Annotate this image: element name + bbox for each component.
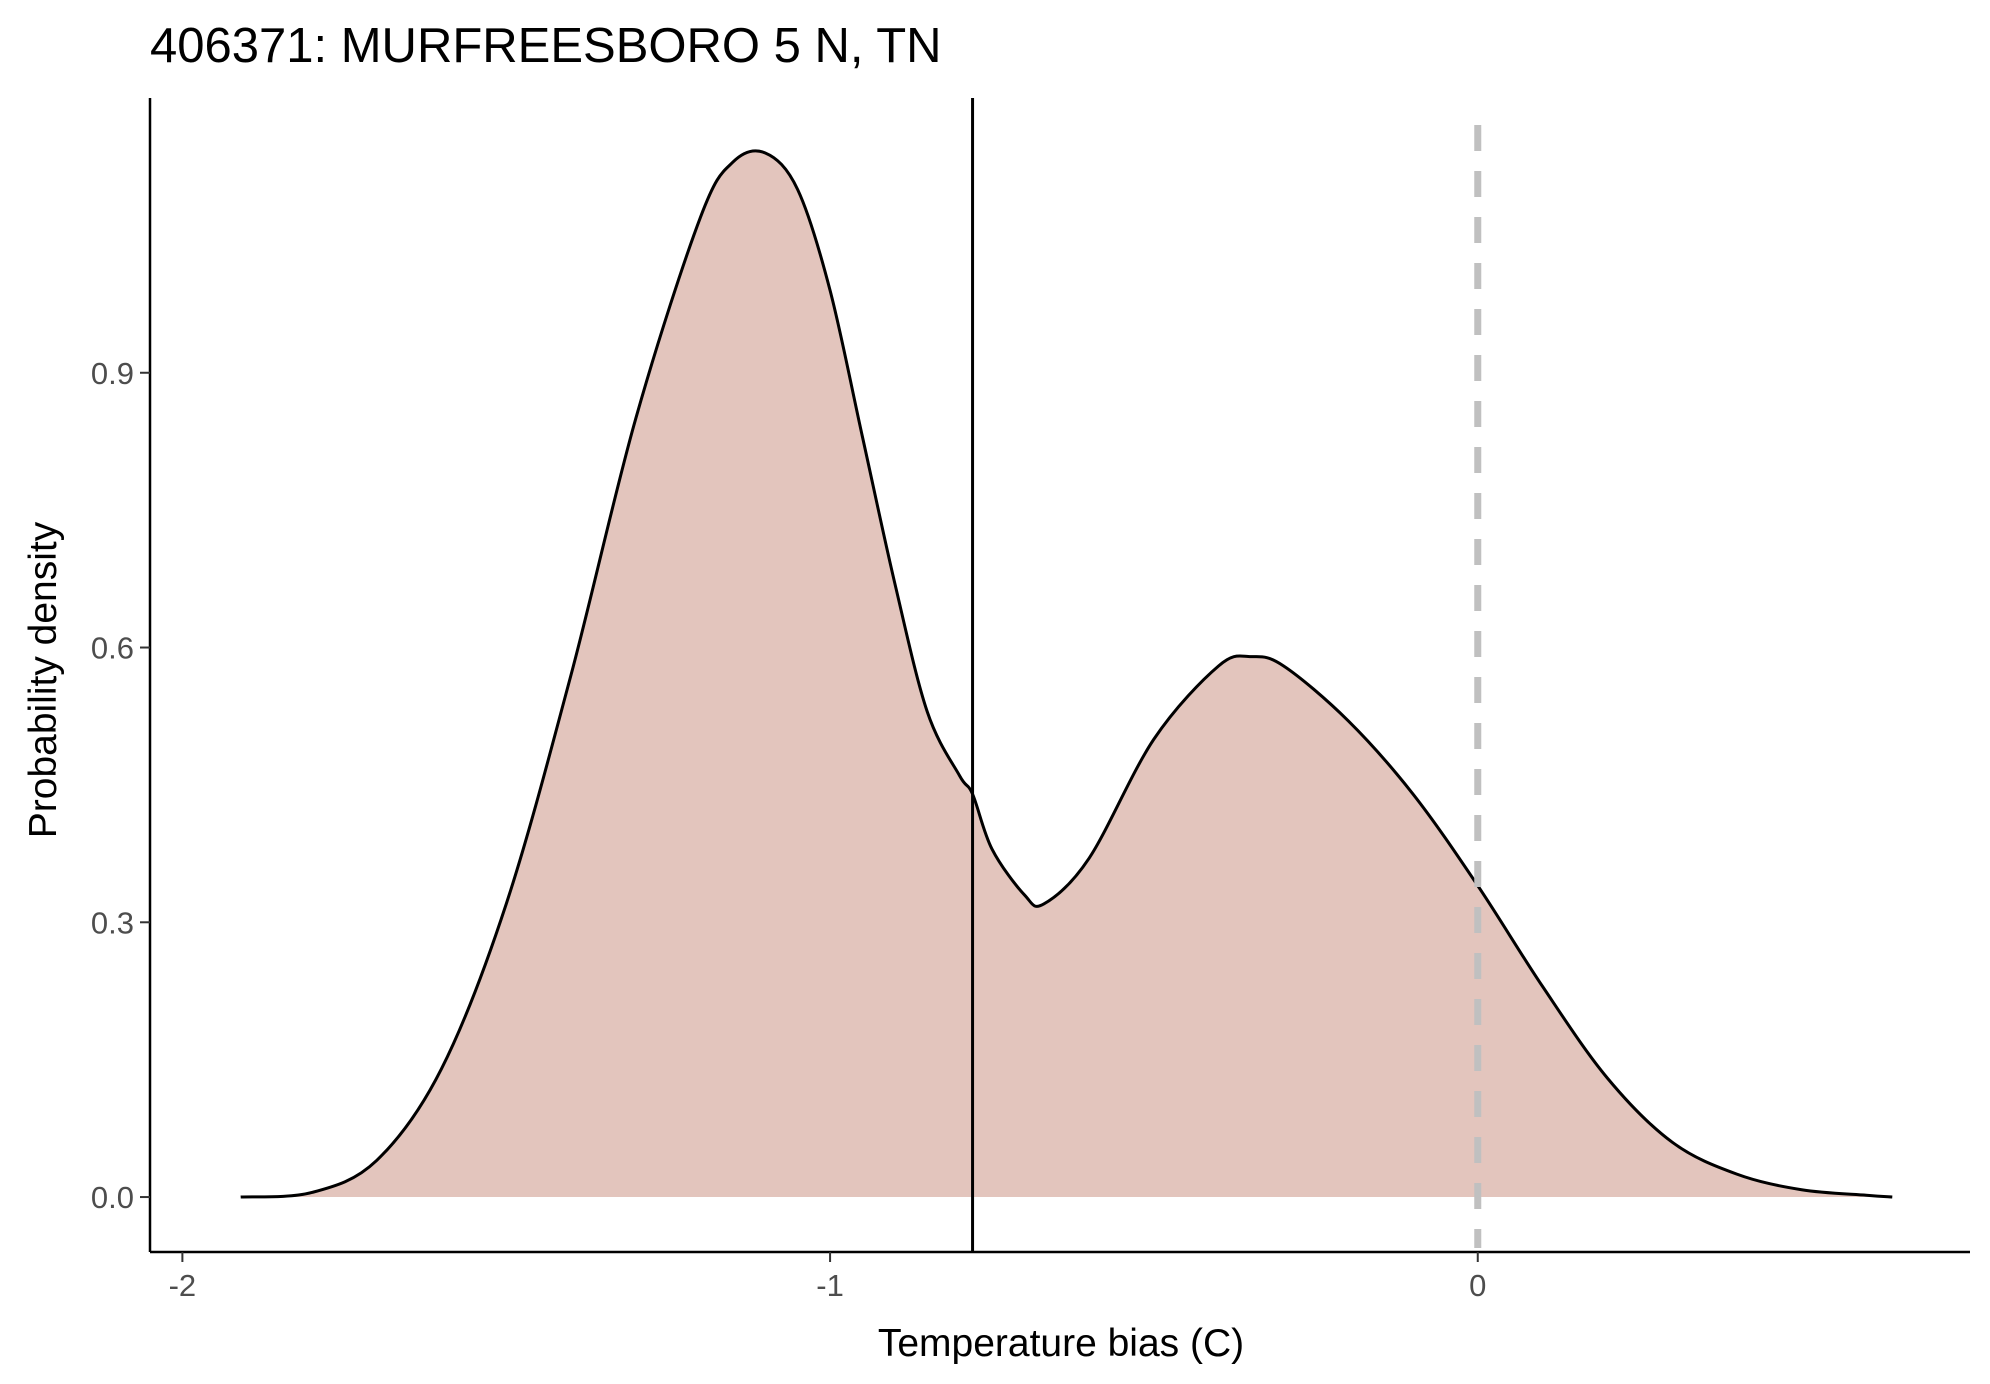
y-tick-label: 0.0: [91, 1180, 134, 1215]
x-tick-label: -1: [816, 1268, 844, 1303]
y-axis-ticks: 0.0 0.3 0.6 0.9: [91, 356, 150, 1215]
density-curve: [240, 149, 1893, 1199]
density-area: [240, 150, 1893, 1198]
x-tick-label: -2: [169, 1268, 197, 1303]
y-axis-title: Probability density: [22, 521, 65, 838]
y-tick-label: 0.9: [91, 356, 134, 391]
y-tick-label: 0.3: [91, 905, 134, 940]
y-tick-label: 0.6: [91, 631, 134, 666]
x-axis-title: Temperature bias (C): [878, 1322, 1244, 1365]
chart-title: 406371: MURFREESBORO 5 N, TN: [150, 19, 942, 73]
x-axis-ticks: -2 -1 0: [169, 1252, 1486, 1303]
plot-area: [240, 98, 1893, 1252]
x-tick-label: 0: [1469, 1268, 1486, 1303]
